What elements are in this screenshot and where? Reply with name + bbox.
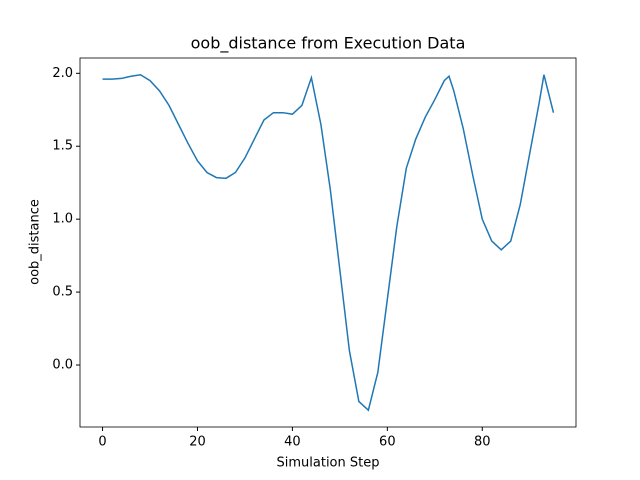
x-axis-label: Simulation Step [277, 456, 380, 471]
x-tick-label: 20 [189, 435, 206, 450]
y-tick-label: 0.0 [52, 358, 73, 373]
x-tick-label: 40 [284, 435, 301, 450]
x-tick-label: 60 [379, 435, 396, 450]
y-tick-label: 1.5 [52, 139, 73, 154]
chart-title: oob_distance from Execution Data [191, 34, 466, 54]
x-tick-label: 0 [98, 435, 106, 450]
y-tick-label: 1.0 [52, 212, 73, 227]
y-tick-label: 0.5 [52, 285, 73, 300]
y-axis-label: oob_distance [28, 199, 43, 285]
axes-frame [79, 57, 577, 428]
data-line [102, 73, 555, 412]
y-tick-label: 2.0 [52, 66, 73, 81]
x-tick-label: 80 [474, 435, 491, 450]
